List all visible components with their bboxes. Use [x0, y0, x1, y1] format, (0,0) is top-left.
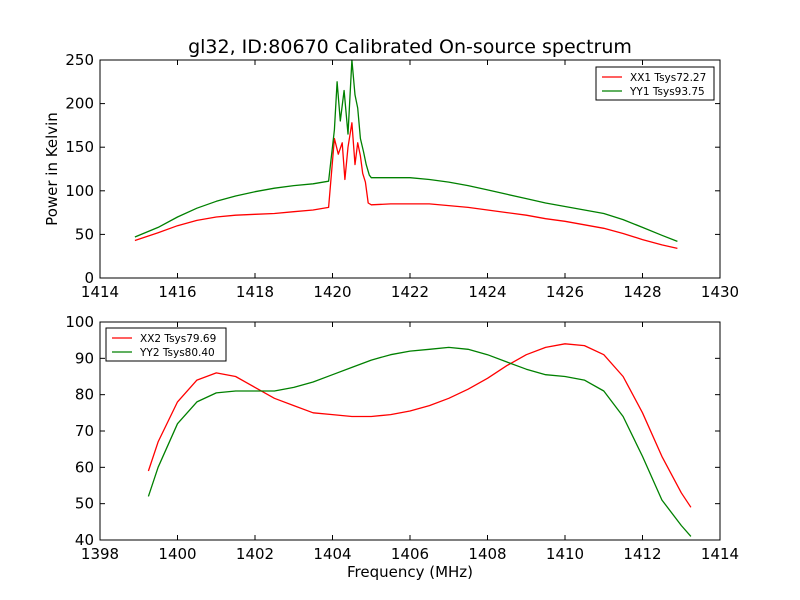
y-tick-label: 150 — [65, 138, 94, 156]
legend-label: XX1 Tsys72.27 — [630, 72, 706, 84]
x-tick-label: 1420 — [313, 283, 351, 301]
x-tick-label: 1408 — [468, 545, 506, 563]
y-tick-label: 100 — [65, 182, 94, 200]
top-spectrum-panel: 1414 1416 1418 1420 1422 1424 1426 1428 1430 0 50 1… — [43, 51, 739, 301]
legend-box — [595, 66, 715, 101]
y-tick-label: 70 — [75, 422, 94, 440]
x-tick-label: 1414 — [701, 545, 739, 563]
legend-label: XX2 Tsys79.69 — [140, 333, 216, 345]
figure-title: gl32, ID:80670 Calibrated On-source spec… — [188, 36, 632, 58]
y-tick-label: 250 — [65, 51, 94, 69]
legend: XX1 Tsys72.27 YY1 Tsys93.75 — [595, 66, 715, 101]
x-tick-label: 1404 — [313, 545, 351, 563]
x-tick-label: 1414 — [81, 283, 119, 301]
y-tick-label: 50 — [75, 225, 94, 243]
series-line-yy2 — [147, 346, 692, 537]
legend-label: YY1 Tsys93.75 — [629, 86, 705, 98]
x-tick-label: 1430 — [701, 283, 739, 301]
y-tick-label: 60 — [75, 458, 94, 476]
x-tick-label: 1410 — [546, 545, 584, 563]
y-tick-label: 90 — [75, 349, 94, 367]
series-line-yy1 — [134, 59, 678, 243]
x-tick-label: 1418 — [236, 283, 274, 301]
x-tick-label: 1416 — [158, 283, 196, 301]
x-tick-label: 1428 — [623, 283, 661, 301]
y-tick-label: 80 — [75, 386, 94, 404]
series-line-xx1 — [134, 122, 678, 250]
x-tick-label: 1424 — [468, 283, 506, 301]
legend-box — [105, 327, 227, 362]
legend: XX2 Tsys79.69 YY2 Tsys80.40 — [105, 327, 227, 362]
y-tick-label: 0 — [84, 269, 94, 287]
x-axis-label: Frequency (MHz) — [347, 563, 473, 581]
series-line-xx2 — [147, 343, 692, 508]
x-tick-label: 1398 — [81, 545, 119, 563]
y-tick-label: 50 — [75, 495, 94, 513]
legend-label: YY2 Tsys80.40 — [139, 347, 215, 359]
x-tick-label: 1402 — [236, 545, 274, 563]
x-tick-label: 1406 — [391, 545, 429, 563]
y-tick-label: 40 — [75, 531, 94, 549]
x-tick-label: 1426 — [546, 283, 584, 301]
y-tick-label: 200 — [65, 95, 94, 113]
x-tick-label: 1400 — [158, 545, 196, 563]
bottom-spectrum-panel: 1398 1400 1402 1404 1406 1408 1410 1412 1414 40 50… — [65, 313, 739, 581]
y-axis-label: Power in Kelvin — [43, 112, 61, 226]
x-tick-label: 1422 — [391, 283, 429, 301]
x-tick-label: 1412 — [623, 545, 661, 563]
y-tick-label: 100 — [65, 313, 94, 331]
